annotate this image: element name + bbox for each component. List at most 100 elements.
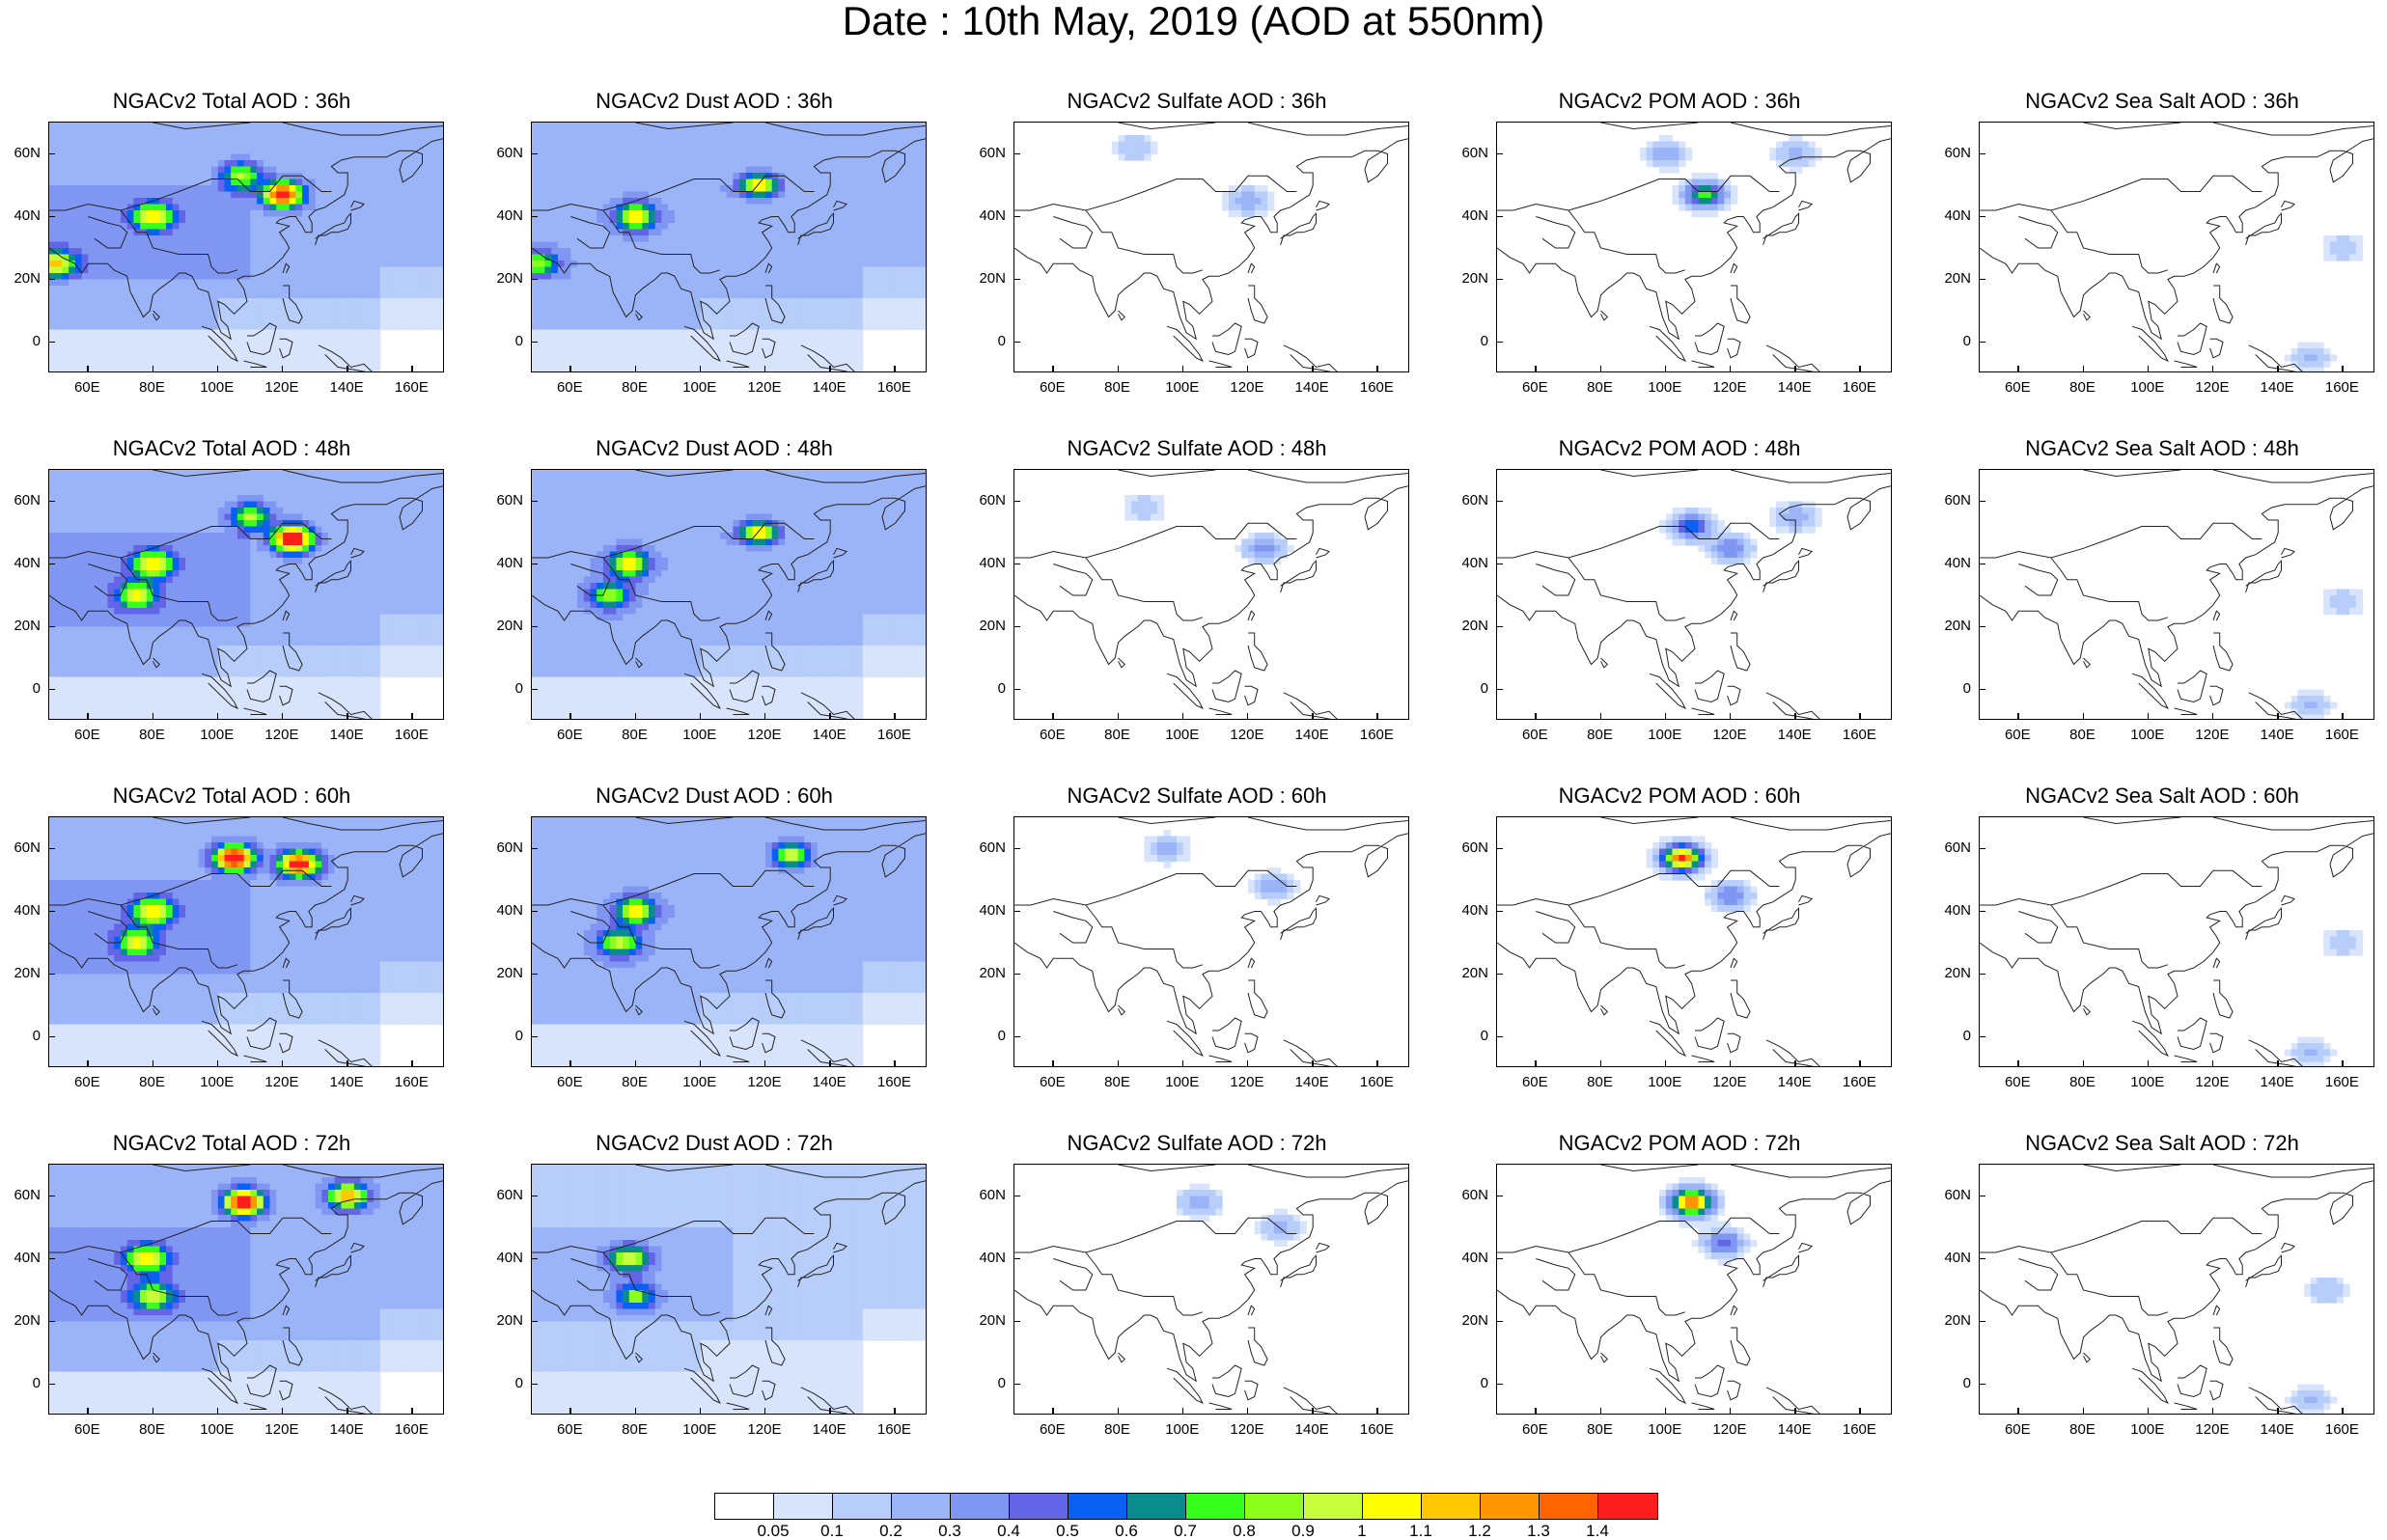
aod-cell [642,223,650,231]
aod-cell [179,329,186,337]
aod-cell [341,291,348,299]
aod-cell [315,198,322,206]
lon-label: 60E [58,380,116,396]
aod-cell [153,198,160,206]
coastline [683,325,722,363]
aod-cell [551,367,559,371]
aod-cell [791,204,799,211]
aod-cell [217,235,226,243]
aod-cell [308,361,317,369]
aod-cell [726,342,734,349]
aod-cell [538,148,545,155]
aod-cell [393,235,401,243]
aod-cell [283,128,291,136]
aod-cell [830,316,838,324]
aod-cell [153,123,160,130]
aod-cell [100,128,109,136]
aod-cell [126,216,134,224]
aod-cell [308,342,317,349]
aod-cell [836,123,845,130]
aod-cell [661,261,669,268]
aod-cell [849,185,857,193]
aod-cell [674,342,682,349]
aod-cell [635,191,643,199]
aod-cell [100,316,109,324]
aod-cell [849,348,857,356]
aod-cell [224,185,232,193]
aod-cell [88,329,96,337]
aod-cell [759,273,766,281]
aod-cell [328,248,336,256]
aod-cell [713,216,721,224]
aod-cell [367,241,375,249]
aod-cell [257,191,264,199]
aod-cell [628,248,637,256]
aod-cell [590,336,597,344]
aod-cell [198,279,206,287]
aod-cell [153,329,160,337]
aod-cell [353,254,362,261]
aod-cell [849,223,857,231]
aod-cell [759,166,766,174]
aod-cell [856,179,864,186]
aod-cell [302,279,310,287]
aod-cell [120,291,128,299]
aod-cell [907,185,916,193]
aod-cell [616,248,624,256]
aod-cell [804,348,812,356]
aod-cell [557,148,566,155]
aod-cell [1705,179,1712,186]
aod-cell [321,254,329,261]
aod-cell [797,254,805,261]
aod-cell [745,298,754,306]
aod-cell [733,248,740,256]
aod-cell [797,229,805,236]
aod-cell [166,135,174,143]
aod-cell [243,361,251,369]
aod-cell [412,198,420,206]
aod-cell [745,216,754,224]
aod-cell [778,235,786,243]
aod-cell [341,223,348,231]
aod-cell [771,261,779,268]
aod-cell [661,248,669,256]
aod-cell [438,291,443,299]
aod-cell [140,135,148,143]
aod-cell [694,229,702,236]
aod-cell [726,153,734,161]
aod-cell [438,210,443,218]
aod-cell [882,254,890,261]
aod-cell [804,235,812,243]
aod-cell [308,179,317,186]
aod-cell [921,141,926,149]
aod-cell [875,210,883,218]
aod-cell [719,261,728,268]
aod-cell [431,298,439,306]
aod-cell [374,304,381,312]
aod-cell [668,291,676,299]
aod-cell [302,128,310,136]
aod-cell [771,223,779,231]
aod-cell [707,235,714,243]
aod-cell [269,185,277,193]
aod-cell [771,254,779,261]
aod-cell [250,128,258,136]
aod-cell [654,254,662,261]
aod-cell [649,254,656,261]
aod-cell [680,354,688,362]
aod-cell [882,229,890,236]
aod-cell [785,204,792,211]
aod-cell [224,173,232,180]
aod-cell [830,128,838,136]
aod-cell [642,311,650,318]
aod-cell [823,311,831,318]
aod-cell [81,198,89,206]
aod-cell [334,298,342,306]
aod-cell [602,279,611,287]
aod-cell [153,153,160,161]
aod-cell [713,298,721,306]
aod-cell [907,266,916,274]
aod-cell [759,323,766,331]
aod-cell [185,241,193,249]
aod-cell [551,123,559,130]
